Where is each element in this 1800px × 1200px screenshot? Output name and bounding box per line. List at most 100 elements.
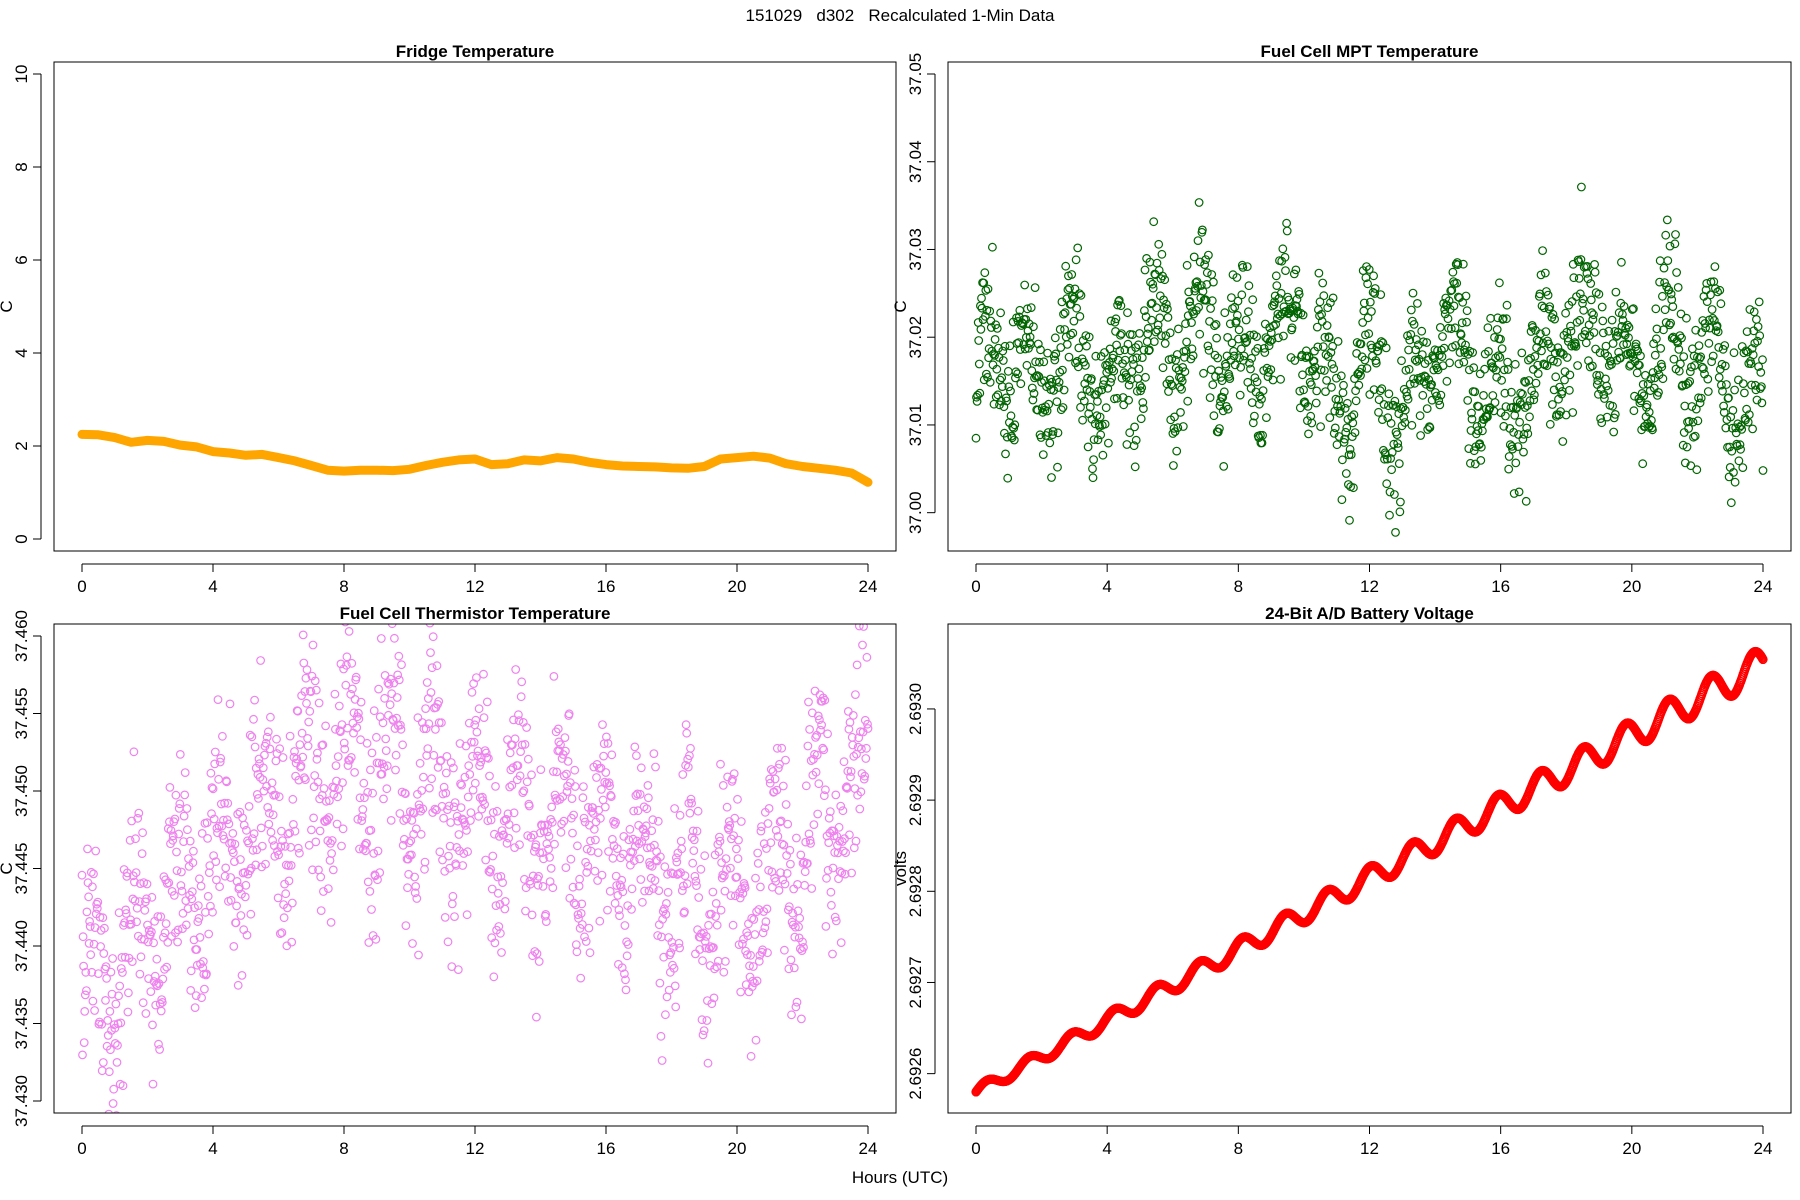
data-point xyxy=(592,773,601,782)
data-point xyxy=(1148,283,1158,293)
data-point xyxy=(497,948,506,957)
data-point xyxy=(1197,225,1207,235)
data-point xyxy=(1474,402,1483,411)
data-point xyxy=(1363,279,1372,289)
data-point xyxy=(347,658,357,668)
data-point xyxy=(1365,390,1375,399)
data-point xyxy=(1479,391,1488,400)
data-point xyxy=(1730,477,1740,487)
data-point xyxy=(581,937,591,946)
data-point xyxy=(1526,327,1536,336)
data-point xyxy=(819,745,829,755)
data-point xyxy=(848,711,858,720)
data-point xyxy=(1411,345,1421,355)
data-point xyxy=(608,834,617,844)
data-point xyxy=(240,892,250,902)
data-point xyxy=(188,846,198,856)
data-point xyxy=(1157,249,1167,259)
data-point xyxy=(650,876,660,885)
data-point xyxy=(1223,404,1233,414)
data-point xyxy=(606,792,616,801)
data-point xyxy=(577,899,587,909)
data-point xyxy=(1608,339,1618,348)
data-point xyxy=(1112,340,1121,350)
data-point xyxy=(315,826,325,836)
data-point xyxy=(1443,314,1453,324)
data-point xyxy=(690,871,700,881)
data-point xyxy=(448,891,458,901)
data-point xyxy=(983,372,992,382)
data-point xyxy=(1149,217,1159,227)
data-point xyxy=(1240,333,1250,342)
data-point xyxy=(522,777,532,787)
y-tick-label: 2.6929 xyxy=(906,774,925,826)
data-point xyxy=(215,757,225,767)
data-point xyxy=(820,695,830,705)
data-point xyxy=(1271,320,1281,329)
data-point xyxy=(257,841,267,851)
data-point xyxy=(1350,428,1360,438)
data-point xyxy=(584,923,594,933)
data-point xyxy=(1173,324,1183,334)
data-point xyxy=(653,816,663,826)
data-point xyxy=(1210,350,1220,360)
data-point xyxy=(1121,373,1131,382)
data-point xyxy=(664,985,674,995)
data-point xyxy=(108,954,117,963)
data-point xyxy=(656,1031,666,1041)
data-point xyxy=(482,697,492,707)
data-point xyxy=(1162,304,1172,314)
data-point xyxy=(659,952,669,962)
data-point xyxy=(1165,375,1174,385)
data-point xyxy=(980,311,990,321)
data-point xyxy=(1049,351,1059,361)
data-point xyxy=(1325,413,1335,423)
data-point xyxy=(267,778,277,788)
data-point xyxy=(716,905,726,915)
data-point xyxy=(561,746,570,756)
data-point xyxy=(498,878,508,887)
data-point xyxy=(717,873,727,883)
data-point xyxy=(414,950,423,960)
data-point xyxy=(1093,435,1103,445)
data-point xyxy=(1272,281,1282,291)
data-point xyxy=(1541,327,1551,337)
data-point xyxy=(170,814,180,824)
data-point xyxy=(1075,312,1085,321)
data-point xyxy=(636,763,646,773)
data-point xyxy=(699,1026,709,1035)
x-tick-label: 8 xyxy=(339,577,348,596)
data-point xyxy=(412,894,422,903)
data-point xyxy=(1001,393,1011,403)
data-point xyxy=(1703,374,1713,384)
data-point xyxy=(1018,319,1028,329)
data-point xyxy=(845,830,854,840)
data-point xyxy=(1269,300,1279,310)
data-point xyxy=(823,865,833,875)
data-point xyxy=(1650,373,1660,383)
data-point xyxy=(817,720,826,730)
data-point xyxy=(107,989,117,999)
y-tick-label: 37.445 xyxy=(12,843,31,895)
data-point xyxy=(1498,314,1508,324)
data-point xyxy=(1748,424,1757,434)
data-point xyxy=(1364,265,1374,274)
data-point xyxy=(778,781,788,791)
data-point xyxy=(1469,446,1479,456)
data-point xyxy=(1248,295,1258,305)
data-point xyxy=(1070,284,1080,294)
data-point xyxy=(1510,410,1520,420)
data-point xyxy=(311,685,321,695)
data-point xyxy=(1048,430,1057,440)
data-point xyxy=(1324,333,1334,343)
data-point xyxy=(1703,387,1713,396)
data-point xyxy=(333,752,343,761)
data-point xyxy=(1675,331,1685,341)
data-point xyxy=(86,867,96,877)
data-point xyxy=(1666,289,1676,299)
data-point xyxy=(493,872,503,882)
data-point xyxy=(1108,350,1118,360)
data-point xyxy=(1173,423,1183,433)
data-point xyxy=(794,922,803,932)
data-point xyxy=(352,723,362,732)
